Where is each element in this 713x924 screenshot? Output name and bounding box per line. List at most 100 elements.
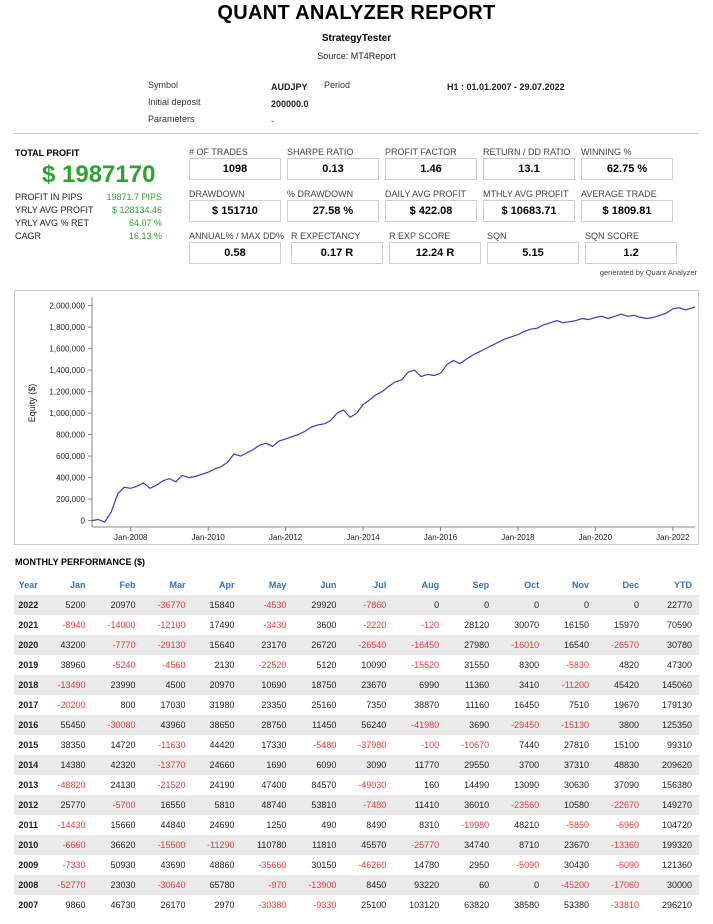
month-value-cell: -5830 — [566, 660, 590, 670]
month-value-cell: -4560 — [162, 660, 186, 670]
x-tick-label: Jan-2016 — [424, 533, 458, 542]
month-value-cell: 22770 — [646, 595, 699, 615]
stat-value-return-dd: 13.1 — [483, 158, 575, 180]
month-value-cell: 10580 — [546, 795, 597, 815]
month-value-cell: -6090 — [616, 860, 640, 870]
stat-value-winning: 62.75 % — [581, 158, 673, 180]
y-tick-label: 2,000,000 — [49, 302, 85, 311]
column-header: Year — [18, 580, 38, 590]
x-tick-label: Jan-2020 — [579, 533, 613, 542]
month-value-cell: 110780 — [241, 835, 294, 855]
month-value-cell: -7480 — [343, 795, 394, 815]
month-value-cell: -970 — [241, 875, 294, 895]
summary-label: YRLY AVG PROFIT — [15, 205, 94, 215]
year-cell: 2011 — [18, 820, 39, 830]
month-value-cell: -49030 — [358, 780, 387, 790]
year-cell: 2022 — [14, 595, 43, 615]
month-value-cell: 30000 — [646, 875, 699, 895]
year-cell: 2012 — [14, 795, 43, 815]
deposit-label: Initial deposit — [148, 97, 201, 107]
month-value-cell: 3090 — [343, 755, 394, 775]
stat-value-r-expectancy: 0.17 R — [291, 242, 383, 264]
month-value-cell: 13090 — [514, 780, 540, 790]
month-value-cell: 38650 — [192, 715, 242, 735]
month-value-cell: 5200 — [42, 595, 93, 615]
month-value-cell: 11410 — [393, 795, 447, 815]
year-cell: 2017 — [18, 700, 39, 710]
stat-value-monthly-avg: $ 10683.71 — [483, 200, 575, 222]
table-row: 2007 9860 46730 26170 2970 -30380 -9330 25100 10… — [14, 895, 699, 915]
month-value-cell: 38870 — [414, 700, 440, 710]
x-tick-label: Jan-2012 — [269, 533, 303, 542]
month-value-cell: 16540 — [546, 635, 597, 655]
month-value-cell: 17030 — [160, 700, 186, 710]
x-tick-label: Jan-2008 — [114, 533, 148, 542]
month-value-cell: 30780 — [646, 635, 699, 655]
parameters-value: - — [271, 116, 274, 126]
generated-by-note: generated by Quant Analyzer — [599, 268, 697, 277]
month-value-cell: -30080 — [92, 715, 143, 735]
y-tick-label: 1,200,000 — [49, 388, 85, 397]
deposit-value: 200000.0 — [271, 99, 309, 109]
month-value-cell: 8310 — [419, 820, 440, 830]
y-tick-label: 400,000 — [56, 474, 85, 483]
summary-label: CAGR — [15, 231, 42, 241]
month-value-cell: -10670 — [461, 740, 490, 750]
month-value-cell: -15500 — [142, 835, 193, 855]
year-cell: 2015 — [18, 740, 39, 750]
header-divider — [14, 133, 699, 134]
year-cell: 2021 — [18, 620, 39, 630]
stat-label-profit-factor: PROFIT FACTOR — [385, 147, 457, 157]
month-value-cell: 30430 — [564, 860, 590, 870]
column-header: Jun — [320, 580, 337, 590]
month-value-cell: 8450 — [343, 875, 394, 895]
month-value-cell: 56240 — [343, 715, 394, 735]
y-tick-label: 1,800,000 — [49, 323, 85, 332]
column-header: Jan — [70, 580, 86, 590]
month-value-cell: 37090 — [614, 780, 640, 790]
month-value-cell: 26170 — [160, 900, 186, 910]
stat-label-r-expectancy: R EXPECTANCY — [291, 231, 361, 241]
month-value-cell: -4530 — [241, 595, 294, 615]
month-value-cell: 1250 — [266, 820, 287, 830]
stat-label-sqn: SQN — [487, 231, 507, 241]
month-value-cell: 30150 — [311, 860, 337, 870]
month-value-cell: 46730 — [110, 900, 136, 910]
stat-value-trades: 1098 — [189, 158, 281, 180]
month-value-cell: -52770 — [42, 875, 93, 895]
y-axis-label: Equity ($) — [27, 384, 37, 423]
table-row: 2009 -7330 50930 43690 48860 -35660 30150 -4626… — [14, 855, 699, 875]
month-value-cell: 38960 — [60, 660, 86, 670]
month-value-cell: 55450 — [42, 715, 93, 735]
month-value-cell: 29550 — [446, 755, 497, 775]
month-value-cell: 48740 — [241, 795, 294, 815]
month-value-cell: 28750 — [241, 715, 294, 735]
period-label: Period — [324, 80, 351, 90]
month-value-cell: 15970 — [614, 620, 640, 630]
x-axis: Jan-2008 Jan-2010 Jan-2012 Jan-2014 Jan-2016… — [92, 526, 695, 542]
month-value-cell: -35660 — [258, 860, 287, 870]
table-row: 2018 -13490 23990 4500 20970 10690 18750 23670 6… — [14, 675, 699, 695]
stat-value-annual-maxdd: 0.58 — [189, 242, 281, 264]
year-cell: 2018 — [14, 675, 43, 695]
month-value-cell: 25160 — [311, 700, 337, 710]
column-header: Jul — [373, 580, 387, 590]
month-value-cell: 15660 — [110, 820, 136, 830]
month-value-cell: -6960 — [616, 820, 640, 830]
month-value-cell: 25100 — [361, 900, 387, 910]
month-value-cell: 29920 — [293, 595, 344, 615]
table-row: 2016 55450 -30080 43960 38650 28750 11450 56240… — [14, 715, 699, 735]
month-value-cell: -13490 — [42, 675, 93, 695]
table-row: 2021 -8940 -14000 -12100 17490 -3430 3600 -2220… — [14, 615, 699, 635]
stat-value-avg-trade: $ 1809.81 — [581, 200, 673, 222]
month-value-cell: -19980 — [461, 820, 490, 830]
month-value-cell: -26540 — [343, 635, 394, 655]
stat-label-annual-maxdd: ANNUAL% / MAX DD% — [189, 231, 285, 241]
table-row: 2010 -6660 36620 -15500 -11290 110780 11810 455… — [14, 835, 699, 855]
month-value-cell: 0 — [496, 595, 547, 615]
summary-value: 64.07 % — [128, 218, 162, 228]
month-value-cell: 23030 — [92, 875, 143, 895]
month-value-cell: 17490 — [209, 620, 235, 630]
column-header: Oct — [524, 580, 540, 590]
summary-value: $ 128134.46 — [111, 205, 162, 215]
